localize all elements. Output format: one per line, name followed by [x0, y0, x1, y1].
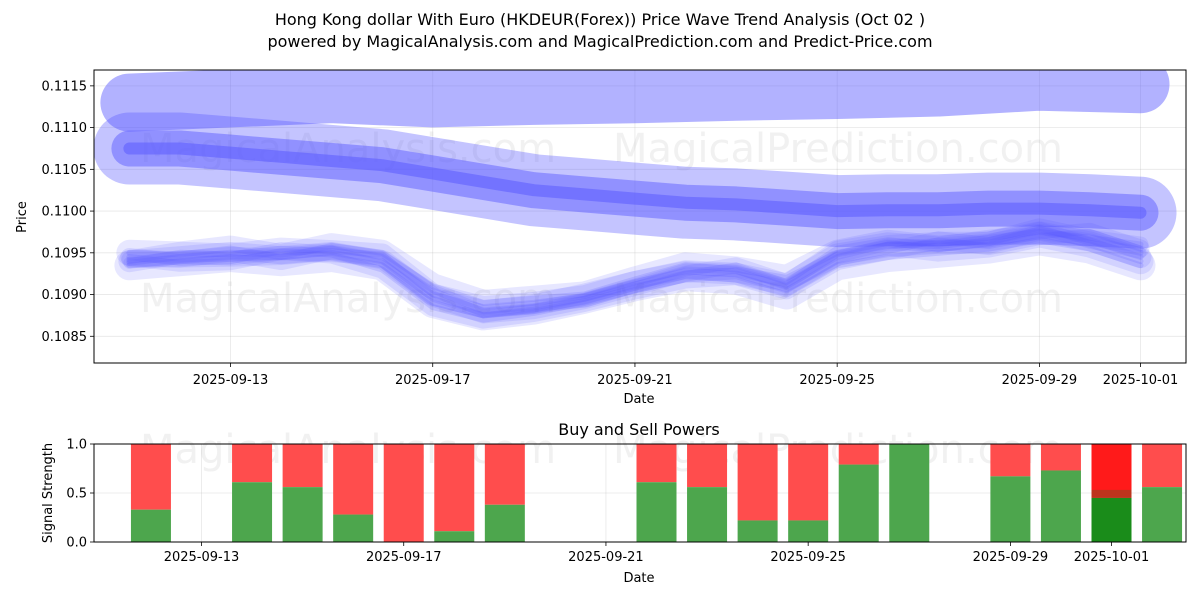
price-x-tick-label: 2025-10-01 [1103, 373, 1179, 388]
buy-power-bar [130, 509, 171, 542]
price-x-tick-label: 2025-09-17 [395, 373, 471, 388]
buy-power-bar [889, 444, 930, 542]
wave-line [126, 228, 1144, 323]
sell-power-bar [232, 444, 273, 483]
wave-line [126, 237, 1144, 319]
wave-band [123, 221, 1147, 318]
buy-power-bar [1091, 497, 1132, 542]
sell-power-bar [1040, 444, 1081, 471]
signal-plot [130, 444, 1183, 542]
wave-band [120, 222, 1150, 329]
sell-power-bar [687, 444, 728, 488]
sell-power-bar [990, 444, 1031, 477]
buy-power-bar [1142, 487, 1183, 542]
buy-power-bar [737, 520, 778, 542]
signal-axis-ticks: 2025-09-13 2025-09-17 2025-09-21 2025-09-25… [66, 438, 1149, 566]
signal-x-tick-label: 2025-09-21 [568, 550, 644, 565]
signal-title: Buy and Sell Powers [558, 420, 720, 439]
price-x-tick-label: 2025-09-29 [1002, 373, 1078, 388]
buy-power-bar [434, 531, 475, 542]
wave-band [118, 218, 1152, 319]
main-trend-core [123, 142, 1147, 219]
buy-power-bar [282, 487, 323, 542]
signal-x-tick-label: 2025-10-01 [1074, 550, 1150, 565]
wave-band [121, 223, 1149, 324]
wave-line [126, 228, 1144, 319]
buy-power-bar [838, 464, 879, 542]
chart-title: Hong Kong dollar With Euro (HKDEUR(Forex… [274, 10, 926, 29]
sell-power-bar [636, 444, 677, 483]
price-y-tick-label: 0.1100 [42, 205, 88, 220]
signal-y-label: Signal Strength [41, 443, 56, 543]
price-y-tick-label: 0.1105 [42, 163, 88, 178]
price-x-label: Date [623, 392, 654, 407]
wave-line [126, 226, 1144, 311]
price-axis-ticks: 2025-09-13 2025-09-17 2025-09-21 2025-09-25… [42, 79, 1179, 388]
sell-power-bar [1142, 444, 1183, 488]
price-plot [94, 70, 1177, 331]
sell-power-bar [788, 444, 829, 521]
sell-power-bar [838, 444, 879, 465]
price-y-tick-label: 0.1085 [42, 330, 88, 345]
watermark-prediction: MagicalPrediction.com [613, 126, 1063, 172]
signal-x-tick-label: 2025-09-25 [770, 550, 846, 565]
wave-band [114, 225, 1156, 331]
price-y-label: Price [15, 201, 30, 233]
watermark-prediction-2: MagicalPrediction.com [613, 276, 1063, 322]
signal-y-tick-label: 0.0 [66, 536, 87, 551]
price-x-tick-label: 2025-09-25 [799, 373, 875, 388]
wave-line [126, 224, 1144, 315]
sell-power-bar [383, 444, 424, 542]
signal-y-tick-label: 1.0 [66, 438, 87, 453]
price-y-tick-label: 0.1095 [42, 246, 88, 261]
buy-power-bar [484, 504, 525, 542]
signal-x-tick-label: 2025-09-13 [164, 550, 240, 565]
price-x-tick-label: 2025-09-21 [597, 373, 673, 388]
sell-power-bar [484, 444, 525, 505]
buy-power-bar [1040, 470, 1081, 542]
signal-overlap-marker [1091, 489, 1132, 498]
buy-power-bar [636, 482, 677, 542]
watermark-analysis-2: MagicalAnalysis.com [140, 276, 556, 322]
price-axes-frame [93, 69, 1187, 364]
signal-y-tick-label: 0.5 [66, 487, 87, 502]
buy-power-bar [788, 520, 829, 542]
sell-power-bar [1091, 444, 1132, 498]
price-y-tick-label: 0.1115 [42, 79, 88, 94]
wave-band [116, 221, 1154, 316]
sell-power-bar [737, 444, 778, 521]
buy-power-bar [990, 476, 1031, 542]
price-y-tick-label: 0.1090 [42, 288, 88, 303]
price-x-tick-label: 2025-09-13 [193, 373, 269, 388]
sell-power-bar [333, 444, 374, 515]
buy-power-bar [687, 487, 728, 542]
sell-power-bar [434, 444, 475, 532]
buy-power-bar [232, 482, 273, 542]
signal-x-label: Date [623, 571, 654, 586]
chart-subtitle: powered by MagicalAnalysis.com and Magic… [267, 32, 933, 51]
sell-power-bar [130, 444, 171, 510]
signal-x-tick-label: 2025-09-17 [366, 550, 442, 565]
buy-power-bar [333, 514, 374, 542]
price-y-tick-label: 0.1110 [42, 121, 88, 136]
wave-line [126, 231, 1144, 306]
sell-power-bar [282, 444, 323, 488]
signal-x-tick-label: 2025-09-29 [973, 550, 1049, 565]
upper-wave-band [100, 70, 1170, 132]
